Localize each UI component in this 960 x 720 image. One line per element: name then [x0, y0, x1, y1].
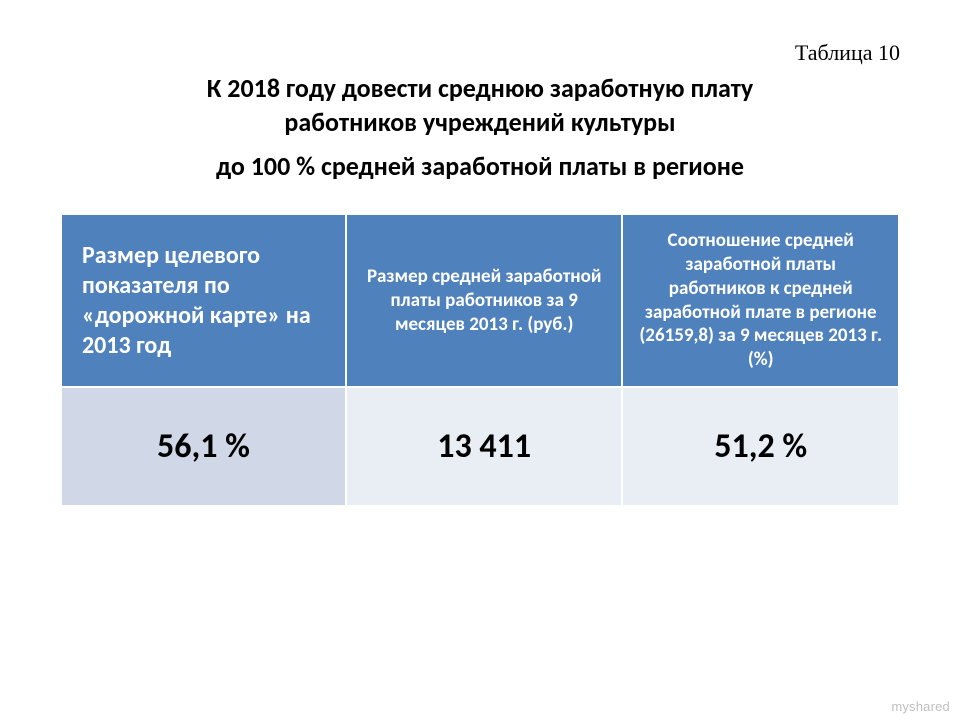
cell-salary: 13 411	[346, 387, 623, 506]
title-line-1: К 2018 году довести среднюю заработную п…	[60, 72, 900, 106]
table-row: 56,1 % 13 411 51,2 %	[61, 387, 899, 506]
table-header-row: Размер целевого показателя по «дорожной …	[61, 214, 899, 387]
slide: Таблица 10 К 2018 году довести среднюю з…	[0, 0, 960, 507]
col-header-ratio: Соотношение средней заработной платы раб…	[622, 214, 899, 387]
cell-target: 56,1 %	[61, 387, 346, 506]
title-line-2: работников учреждений культуры	[60, 106, 900, 140]
col-header-salary: Размер средней заработной платы работник…	[346, 214, 623, 387]
col-header-target: Размер целевого показателя по «дорожной …	[61, 214, 346, 387]
cell-ratio: 51,2 %	[622, 387, 899, 506]
table-number: Таблица 10	[60, 40, 900, 66]
title-line-3: до 100 % средней заработной платы в реги…	[60, 150, 900, 184]
data-table: Размер целевого показателя по «дорожной …	[60, 213, 900, 507]
watermark: myshared	[891, 699, 950, 714]
slide-title: К 2018 году довести среднюю заработную п…	[60, 72, 900, 183]
